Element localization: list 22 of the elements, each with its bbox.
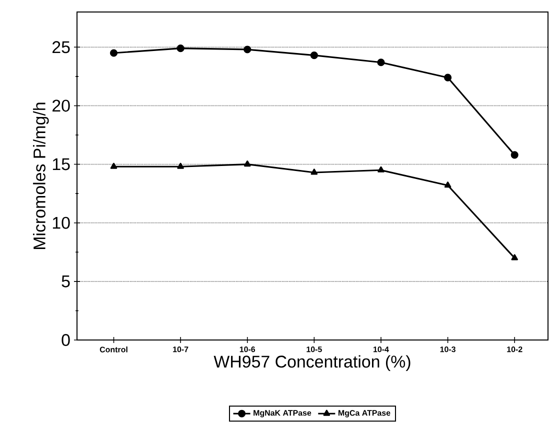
y-tick-label: 10 [52, 216, 70, 229]
y-tick-label: 20 [52, 100, 70, 112]
point [176, 44, 184, 52]
point [377, 58, 385, 66]
point [310, 52, 318, 60]
x-axis-title: WH957 Concentration (%) [214, 355, 410, 371]
point [511, 254, 518, 260]
point [444, 74, 452, 82]
y-axis-title: Micromoles Pi/mg/h [33, 102, 49, 249]
y-tick-label: 5 [62, 276, 70, 288]
point [510, 151, 518, 159]
point [444, 182, 452, 188]
point [110, 162, 118, 169]
point [310, 168, 318, 175]
point [244, 46, 252, 54]
y-tick-label: 15 [52, 158, 70, 170]
point [244, 160, 251, 167]
point [378, 166, 384, 172]
point [177, 162, 184, 169]
y-tick-label: 0 [62, 334, 70, 346]
point [110, 49, 118, 57]
y-tick-label: 25 [52, 41, 70, 54]
